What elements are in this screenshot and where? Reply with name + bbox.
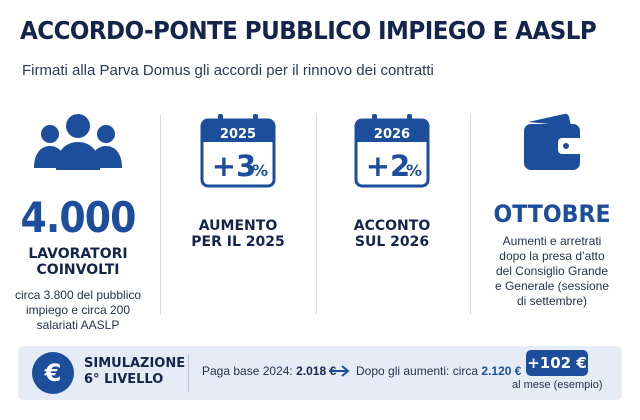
panel-divider [188, 354, 189, 392]
workers-heading: LAVORATORI COINVOLTI [28, 246, 128, 278]
pay-after-increase: Dopo gli aumenti: circa 2.120 € [356, 364, 521, 378]
simulation-label: SIMULAZIONE 6° LIVELLO [84, 356, 186, 387]
pay-after-value: 2.120 € [481, 364, 522, 378]
euro-icon: € [32, 352, 74, 394]
simulation-panel: € SIMULAZIONE 6° LIVELLO Paga base 2024:… [18, 346, 622, 400]
base-pay: Paga base 2024: 2.018 € [202, 364, 336, 378]
increase-2025-column: 2025 +3 % AUMENTO PER IL 2025 [168, 112, 308, 332]
workers-column: 4.000 LAVORATORI COINVOLTI circa 3.800 d… [14, 112, 142, 332]
payment-month: OTTOBRE [493, 200, 611, 228]
calendar-icon: 2025 +3 % [200, 114, 276, 188]
wallet-icon [524, 113, 582, 170]
monthly-increase-note: al mese (esempio) [512, 379, 603, 391]
advance-2026-heading: ACCONTO SUL 2026 [353, 218, 431, 250]
column-divider [470, 114, 471, 314]
arrow-right-icon [329, 365, 350, 377]
advance-2026-unit: % [406, 161, 422, 180]
base-pay-label: Paga base 2024: [202, 364, 293, 378]
calendar-year-2026: 2026 [374, 127, 410, 142]
page-subtitle: Firmati alla Parva Domus gli accordi per… [22, 62, 434, 79]
workers-note: circa 3.800 del pubblico impiego e circa… [14, 288, 142, 332]
advance-2026-value: +2 [366, 149, 410, 183]
increase-2025-heading: AUMENTO PER IL 2025 [191, 218, 285, 250]
increase-2025-unit: % [252, 161, 268, 180]
october-column: OTTOBRE Aumenti e arretrati dopo la pres… [474, 112, 630, 332]
people-icon [34, 114, 122, 170]
pay-after-label: Dopo gli aumenti: circa [356, 364, 479, 378]
advance-2026-column: 2026 +2 % ACCONTO SUL 2026 [322, 112, 462, 332]
workers-count: 4.000 [20, 193, 136, 242]
increase-2025-value: +3 [212, 149, 256, 183]
calendar-year-2025: 2025 [220, 127, 256, 142]
base-pay-value: 2.018 € [296, 364, 337, 378]
monthly-increase-badge: +102 € [526, 350, 588, 376]
column-divider [160, 114, 161, 314]
page-title: ACCORDO-PONTE PUBBLICO IMPIEGO E AASLP [20, 16, 597, 45]
calendar-icon: 2026 +2 % [354, 114, 430, 188]
payment-note: Aumenti e arretrati dopo la presa d’atto… [494, 234, 610, 308]
column-divider [316, 114, 317, 314]
